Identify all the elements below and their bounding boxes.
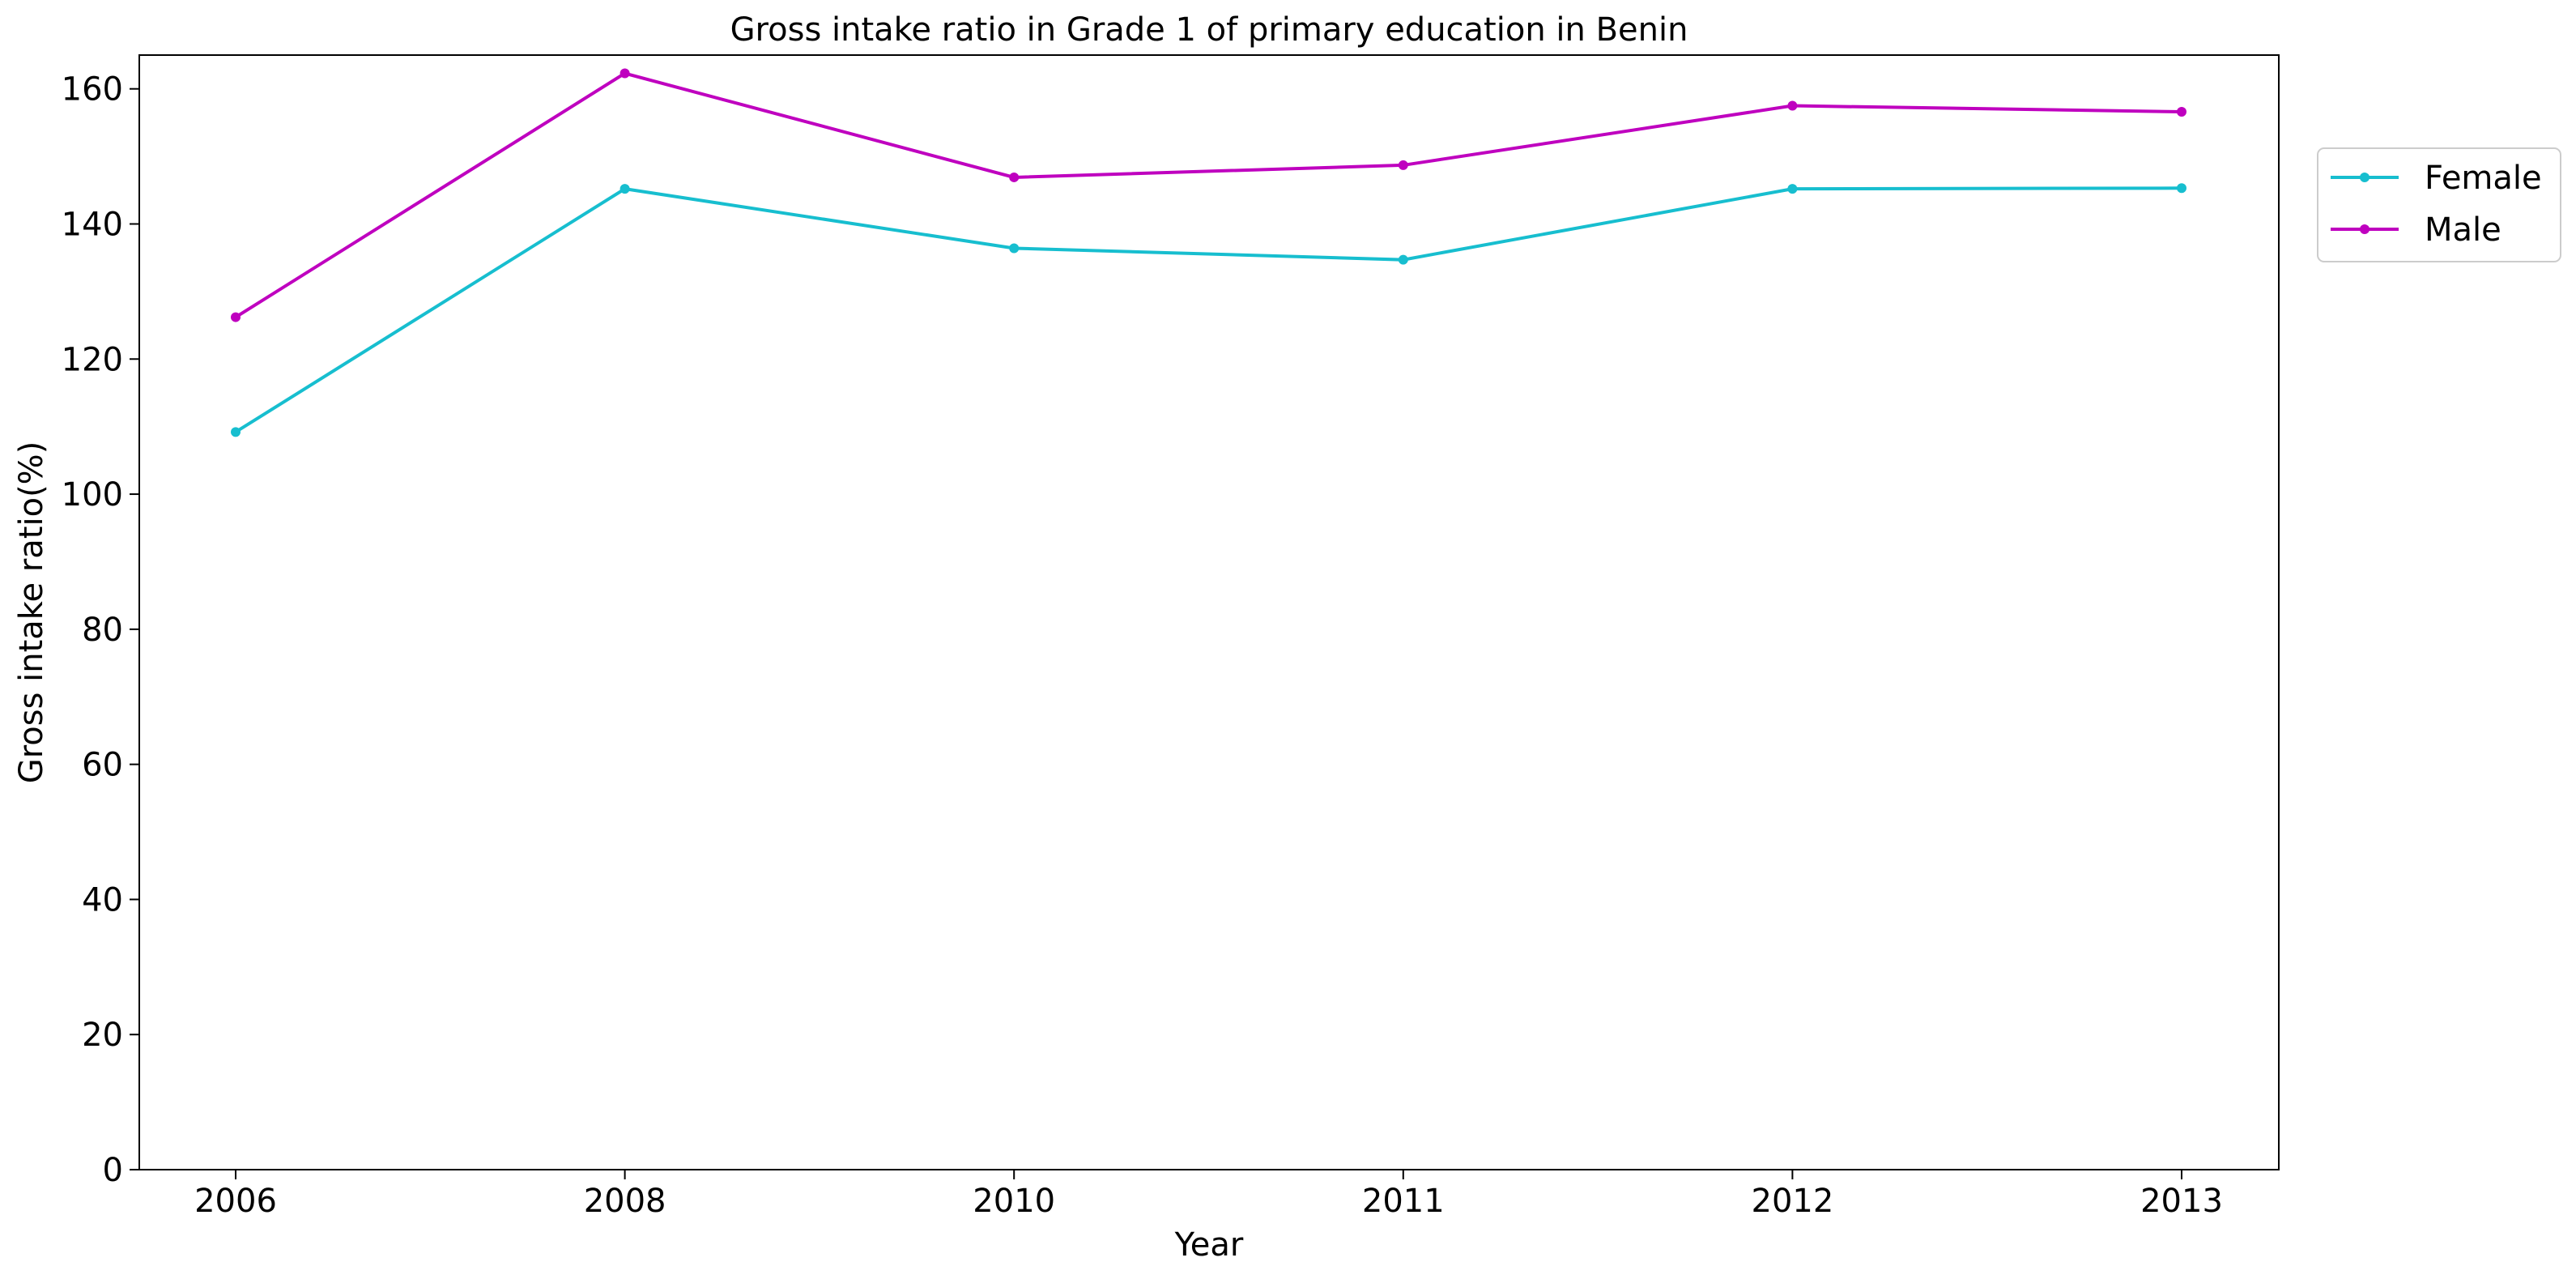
x-tick-label: 2010 <box>973 1183 1055 1220</box>
data-point-female <box>231 427 241 437</box>
data-point-female <box>1398 254 1408 265</box>
series-line-male <box>234 71 2182 319</box>
x-axis-label: Year <box>1174 1226 1244 1264</box>
x-tick-label: 2012 <box>1752 1183 1834 1220</box>
data-point-female <box>1009 243 1020 254</box>
y-axis-label: Gross intake ratio(%) <box>13 441 50 784</box>
plot-area <box>138 54 2280 1170</box>
x-tick-label: 2013 <box>2140 1183 2223 1220</box>
x-tick-label: 2011 <box>1362 1183 1445 1220</box>
series-group <box>231 68 2186 437</box>
legend-label-male: Male <box>2425 211 2501 249</box>
data-point-female <box>2177 183 2186 194</box>
y-tick-label: 120 <box>62 341 123 378</box>
y-tick-label: 0 <box>103 1152 123 1189</box>
data-point-female <box>1787 184 1798 194</box>
data-point-male <box>1009 172 1020 182</box>
plot-frame <box>138 54 2280 1170</box>
y-tick-label: 140 <box>62 206 123 243</box>
legend-marker-male <box>2360 224 2369 234</box>
chart-title: Gross intake ratio in Grade 1 of primary… <box>730 11 1688 49</box>
legend-marker-female <box>2360 173 2369 182</box>
x-tick-label: 2006 <box>194 1183 277 1220</box>
data-point-female <box>620 184 630 194</box>
data-point-male <box>1787 100 1798 111</box>
data-point-male <box>1398 160 1408 170</box>
data-point-male <box>620 68 630 79</box>
y-tick-label: 60 <box>82 747 123 784</box>
y-tick-label: 100 <box>62 476 123 514</box>
y-tick-label: 80 <box>82 612 123 649</box>
y-tick-label: 40 <box>82 881 123 919</box>
y-tick-label: 160 <box>62 71 123 109</box>
data-point-male <box>231 312 241 322</box>
legend-label-female: Female <box>2425 160 2542 197</box>
y-axis: 0 20 40 60 80 100 120 140 160 <box>62 71 139 1189</box>
x-axis: 2006 2008 2010 2011 2012 2013 <box>194 1170 2223 1220</box>
x-tick-label: 2008 <box>584 1183 666 1220</box>
series-line-female <box>234 186 2182 434</box>
y-tick-label: 20 <box>82 1017 123 1054</box>
legend: Female Male <box>2317 147 2561 262</box>
data-point-male <box>2177 107 2186 117</box>
